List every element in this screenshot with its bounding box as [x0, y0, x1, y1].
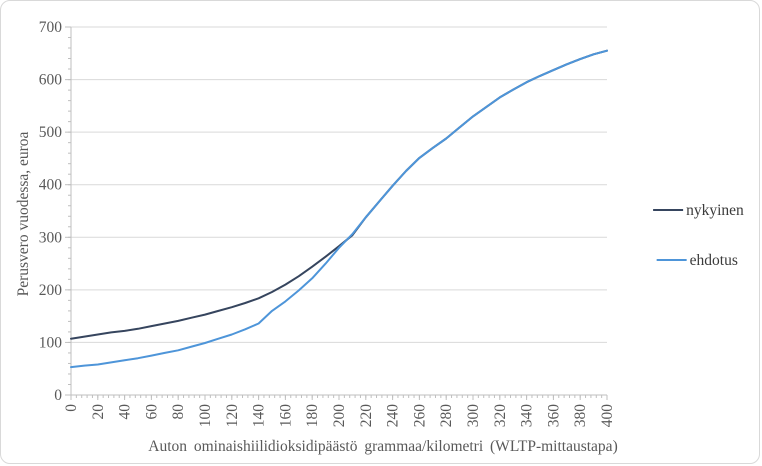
y-tick-label: 300	[39, 229, 63, 246]
x-tick-label: 140	[251, 404, 268, 428]
x-tick-label: 400	[599, 404, 616, 428]
series-line-ehdotus	[70, 49, 608, 369]
y-tick-label: 400	[39, 177, 63, 194]
x-tick-label: 40	[117, 404, 134, 420]
y-tick-label: 600	[39, 72, 63, 89]
legend-label-nykyinen: nykyinen	[686, 202, 744, 219]
x-tick-label: 260	[411, 404, 428, 428]
x-tick-label: 100	[197, 404, 214, 428]
x-tick-label: 340	[519, 404, 536, 428]
x-tick-label: 180	[304, 404, 321, 428]
y-tick-label: 200	[39, 282, 63, 299]
y-axis-title: Perusvero vuodessa, euroa	[15, 131, 32, 296]
x-tick-label: 20	[90, 404, 107, 420]
y-tick-label: 700	[39, 19, 63, 36]
y-tick-label: 0	[54, 387, 62, 404]
x-tick-label: 80	[170, 404, 187, 420]
x-tick-label: 0	[63, 404, 80, 412]
x-tick-label: 220	[358, 404, 375, 428]
x-tick-label: 380	[572, 404, 589, 428]
x-tick-label: 360	[545, 404, 562, 428]
x-tick-label: 160	[277, 404, 294, 428]
y-tick-label: 100	[39, 334, 63, 351]
y-tick-label: 500	[39, 124, 63, 141]
x-tick-label: 200	[331, 404, 348, 428]
x-tick-label: 320	[492, 404, 509, 428]
x-axis-title: Auton ominaishiilidioksidipäästö grammaa…	[148, 438, 617, 455]
series-line-nykyinen	[70, 49, 608, 340]
x-tick-label: 240	[385, 404, 402, 428]
x-tick-label: 280	[438, 404, 455, 428]
x-tick-label: 120	[224, 404, 241, 428]
x-tick-label: 60	[143, 404, 160, 420]
x-tick-label: 300	[465, 404, 482, 428]
legend-label-ehdotus: ehdotus	[690, 252, 738, 269]
